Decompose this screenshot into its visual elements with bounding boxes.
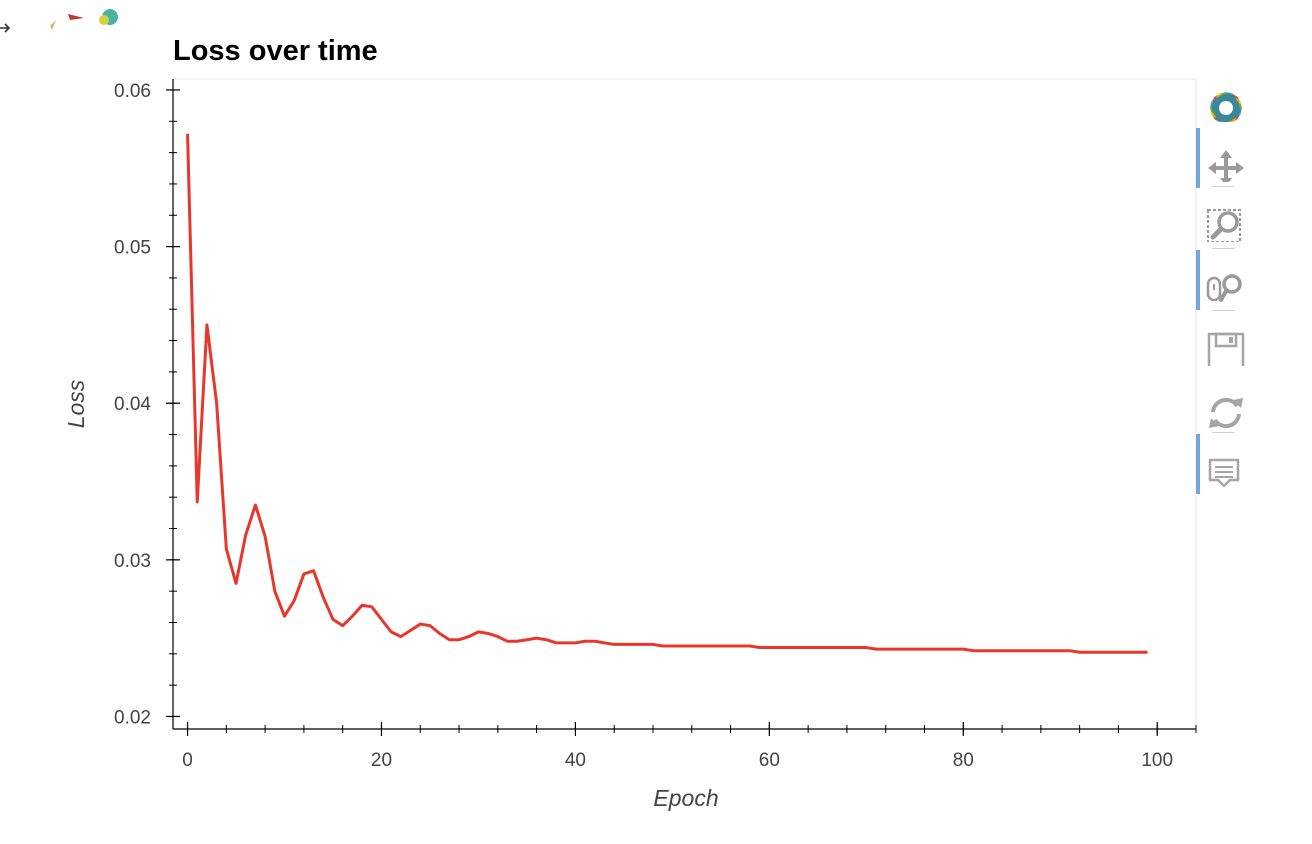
plot-area[interactable] (186, 133, 1148, 654)
bokeh-small-logo-icon (50, 9, 118, 30)
hover-icon (1208, 458, 1240, 488)
x-axis: 0 20 40 60 80 100 (173, 722, 1197, 771)
y-tick-label: 0.05 (114, 238, 151, 259)
x-axis-label: Epoch (653, 785, 718, 811)
x-tick-label: 60 (759, 750, 780, 771)
toolbar-separator (1212, 186, 1234, 187)
loss-series-line[interactable] (186, 133, 1148, 654)
expand-arrow-icon[interactable] (0, 23, 11, 33)
toolbar-separator (1212, 432, 1234, 433)
toolbar (1196, 68, 1256, 508)
wheel-zoom-tool-button[interactable] (1196, 250, 1254, 310)
notebook-cell-icons (0, 9, 118, 33)
reset-tool-button[interactable] (1196, 374, 1254, 430)
y-tick-label: 0.06 (114, 81, 151, 102)
x-tick-label: 40 (565, 750, 586, 771)
wheel-zoom-icon (1206, 274, 1242, 302)
y-axis-label: Loss (63, 379, 89, 428)
y-tick-label: 0.02 (114, 707, 151, 728)
save-icon (1207, 332, 1245, 366)
reset-icon (1209, 397, 1243, 428)
pan-tool-button[interactable] (1196, 128, 1254, 188)
y-tick-label: 0.04 (114, 394, 151, 415)
wheel-zoom-active-indicator (1196, 250, 1200, 310)
pan-active-indicator (1196, 128, 1200, 188)
hover-tool-button[interactable] (1196, 434, 1254, 494)
plot-frame (172, 78, 1197, 730)
pan-icon (1208, 150, 1244, 182)
x-tick-label: 0 (182, 750, 193, 771)
chart-title: Loss over time (173, 35, 378, 67)
x-tick-label: 80 (953, 750, 974, 771)
y-axis: 0.02 0.03 0.04 0.05 0.06 (114, 79, 180, 729)
bokeh-logo-link[interactable] (1196, 68, 1254, 124)
box-zoom-tool-button[interactable] (1196, 188, 1254, 244)
save-tool-button[interactable] (1196, 312, 1254, 368)
x-tick-label: 100 (1141, 750, 1173, 771)
bokeh-logo-icon (1210, 92, 1242, 122)
box-zoom-icon (1207, 209, 1241, 242)
x-tick-label: 20 (371, 750, 392, 771)
toolbar-separator (1212, 310, 1234, 311)
toolbar-separator (1212, 248, 1234, 249)
hover-active-indicator (1196, 434, 1200, 494)
y-tick-label: 0.03 (114, 551, 151, 572)
